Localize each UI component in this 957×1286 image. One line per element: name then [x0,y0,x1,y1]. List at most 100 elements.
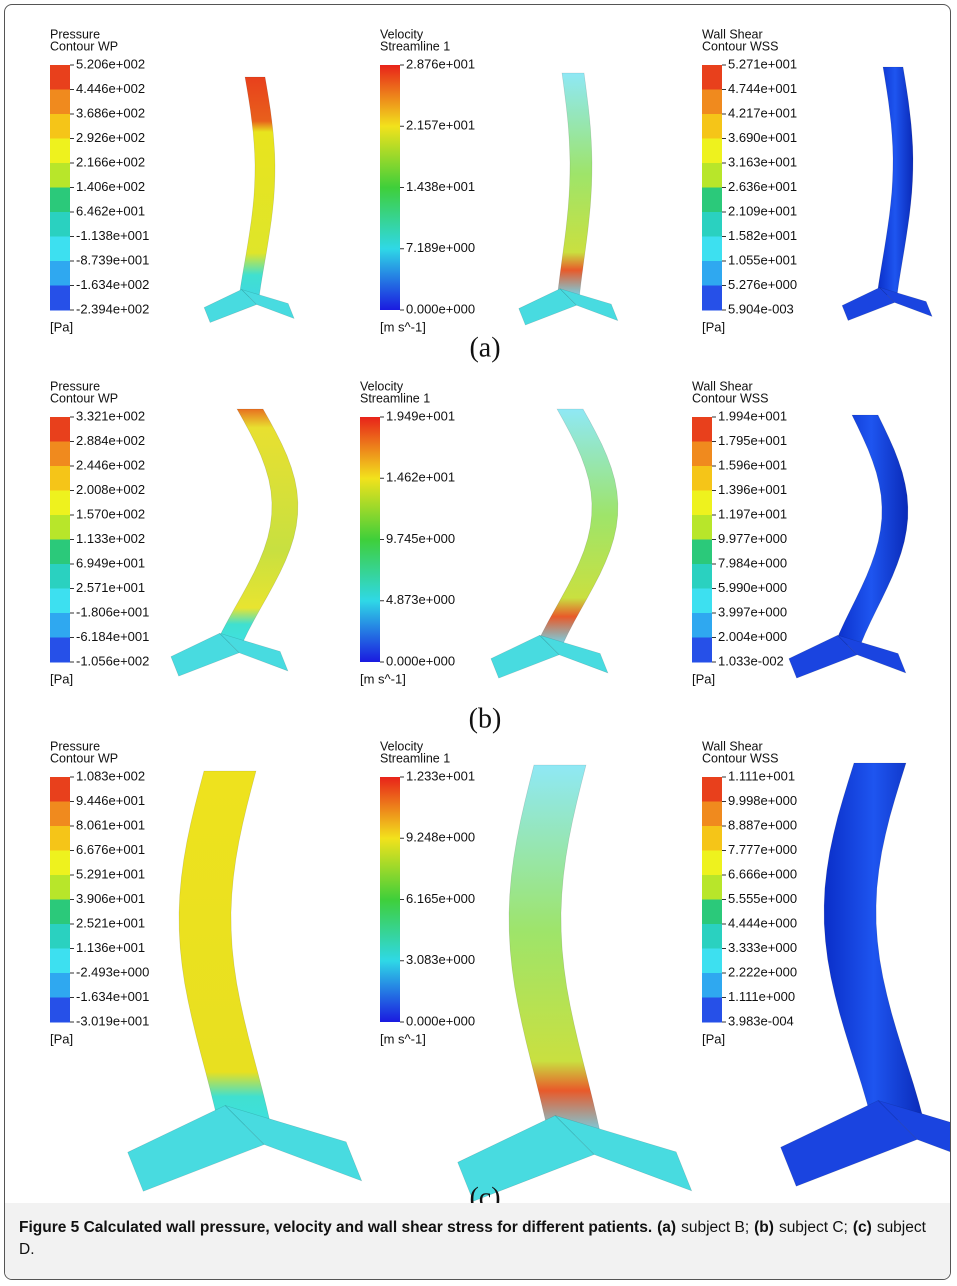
colorbar-label: 0.000e+000 [406,301,475,316]
colorbar-label: 0.000e+000 [406,1013,475,1028]
colorbar-label: 6.949e+001 [76,555,145,570]
legend-unit: [Pa] [50,671,73,686]
vessel-branch [219,632,289,672]
colorbar-label: -1.634e+002 [76,277,149,292]
colorbar-label: 1.462e+001 [386,470,455,485]
legend-title: Velocity [380,27,424,41]
colorbar-label: 2.157e+001 [406,118,475,133]
colorbar-label: 1.111e+000 [728,989,795,1004]
colorbar-label: 3.686e+002 [76,105,145,120]
colorbar-band [692,539,712,565]
colorbar-band [692,637,712,663]
colorbar-label: 2.636e+001 [728,179,797,194]
colorbar-band [50,948,70,974]
legend-subtitle: Contour WSS [702,39,778,53]
legend-unit: [m s^-1] [380,1031,426,1046]
colorbar-band [50,417,70,442]
colorbar-label: 1.438e+001 [406,179,475,194]
legend-title: Pressure [50,379,100,393]
colorbar-label: 3.333e+000 [728,940,797,955]
colorbar-band [50,588,70,614]
legend-subtitle: Streamline 1 [380,39,450,53]
colorbar-band [702,163,722,188]
colorbar-band [702,973,722,998]
colorbar-label: 1.055e+001 [728,252,797,267]
caption-item-label: (c) [852,1219,872,1236]
colorbar-label: 6.676e+001 [76,842,145,857]
caption-title: Figure 5 Calculated wall pressure, veloc… [19,1219,653,1236]
colorbar-label: 2.222e+000 [728,964,797,979]
colorbar-label: 5.904e-003 [728,301,794,316]
colorbar-band [50,564,70,589]
legend-unit: [Pa] [692,671,715,686]
colorbar-label: 8.887e+000 [728,817,797,832]
colorbar-band [702,924,722,949]
legend-title: Pressure [50,739,100,753]
colorbar-label: 6.462e+001 [76,203,145,218]
colorbar-band [50,777,70,802]
colorbar-band [50,973,70,998]
colorbar-label: 3.983e-004 [728,1013,794,1028]
colorbar-label: 2.166e+002 [76,154,145,169]
colorbar-label: 2.446e+002 [76,457,145,472]
colorbar-label: 2.884e+002 [76,433,145,448]
colorbar-band [702,285,722,311]
colorbar [380,65,400,310]
legend-subtitle: Contour WSS [692,391,768,405]
vessel-branch [877,1100,950,1153]
colorbar-band [50,515,70,540]
colorbar-band [702,114,722,139]
legend-title: Wall Shear [692,379,753,393]
colorbar-label: 2.008e+002 [76,482,145,497]
colorbar-band [702,89,722,115]
colorbar-band [50,850,70,876]
colorbar-band [50,875,70,900]
colorbar-label: 2.109e+001 [728,203,797,218]
colorbar-band [50,114,70,139]
colorbar-label: 3.321e+002 [76,408,145,423]
colorbar-label: 9.745e+000 [386,531,455,546]
vessel [876,66,914,296]
vessel-branch [841,287,896,321]
legend-title: Velocity [360,379,404,393]
colorbar-label: 9.248e+000 [406,830,475,845]
legend-unit: [Pa] [702,319,725,334]
vessel-branch [559,288,619,322]
colorbar-band [50,89,70,115]
colorbar-label: 4.217e+001 [728,105,797,120]
colorbar-band [692,613,712,638]
colorbar-band [702,997,722,1023]
colorbar-label: 5.990e+000 [718,580,787,595]
colorbar-label: 5.291e+001 [76,866,145,881]
legend-title: Pressure [50,27,100,41]
colorbar-label: 3.690e+001 [728,130,797,145]
colorbar-band [50,236,70,262]
vessel-branch [554,1115,693,1192]
colorbar-label: 5.276e+000 [728,277,797,292]
colorbar-label: 1.033e-002 [718,653,784,668]
colorbar-band [692,417,712,442]
legend-unit: [Pa] [50,319,73,334]
colorbar-band [702,801,722,827]
colorbar-label: -2.493e+000 [76,964,149,979]
colorbar-label: 1.949e+001 [386,408,455,423]
legend-subtitle: Contour WP [50,39,118,53]
colorbar-band [50,65,70,90]
colorbar-band [702,138,722,164]
vessel [508,764,602,1136]
colorbar-label: -1.138e+001 [76,228,149,243]
legend-unit: [m s^-1] [360,671,406,686]
colorbar-band [702,236,722,262]
colorbar-label: 0.000e+000 [386,653,455,668]
colorbar-label: -1.056e+002 [76,653,149,668]
colorbar-label: -3.019e+001 [76,1013,149,1028]
colorbar-label: 4.744e+001 [728,81,797,96]
colorbar-label: 3.997e+000 [718,604,787,619]
colorbar-band [702,899,722,925]
colorbar-label: 1.133e+002 [76,531,145,546]
colorbar-label: 9.977e+000 [718,531,787,546]
colorbar-label: 4.444e+000 [728,915,797,930]
colorbar-label: 7.777e+000 [728,842,797,857]
colorbar-band [702,826,722,851]
colorbar-label: 6.666e+000 [728,866,797,881]
